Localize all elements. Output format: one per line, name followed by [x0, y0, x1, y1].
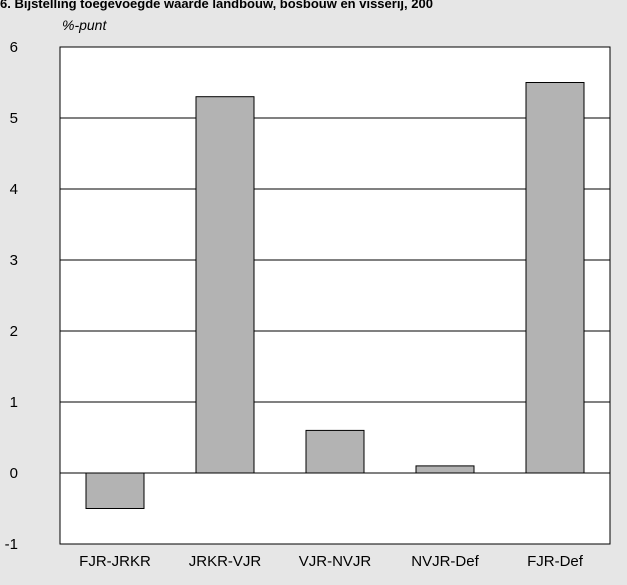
y-tick-label: 5: [10, 110, 18, 127]
y-tick-label: 3: [10, 252, 18, 269]
x-category-label: FJR-Def: [527, 553, 584, 570]
x-category-label: VJR-NVJR: [299, 553, 372, 570]
bar-vjr-nvjr: [305, 429, 365, 474]
bar-fjr-def: [525, 82, 585, 474]
x-category-label: FJR-JRKR: [79, 553, 151, 570]
chart-title: 6. Bijstelling toegevoegde waarde landbo…: [0, 0, 433, 11]
bar-nvjr-def: [415, 465, 475, 474]
bars: [85, 82, 585, 509]
bar-jrkr-vjr: [195, 96, 255, 474]
y-axis-unit-label: %-punt: [62, 17, 107, 33]
x-axis-labels: FJR-JRKR JRKR-VJR VJR-NVJR NVJR-Def FJR-Def: [79, 553, 584, 570]
y-tick-label: 2: [10, 323, 18, 340]
y-tick-label: 0: [10, 465, 18, 482]
y-tick-label: 4: [10, 181, 18, 198]
x-category-label: JRKR-VJR: [189, 553, 262, 570]
y-tick-label: -1: [5, 536, 18, 553]
gridlines: [60, 117, 610, 474]
bar-fjr-jrkr: [85, 472, 145, 509]
x-category-label: NVJR-Def: [411, 553, 479, 570]
y-tick-label: 1: [10, 394, 18, 411]
y-tick-label: 6: [10, 39, 18, 56]
y-axis-ticks: -1 0 1 2 3 4 5 6: [5, 39, 18, 553]
